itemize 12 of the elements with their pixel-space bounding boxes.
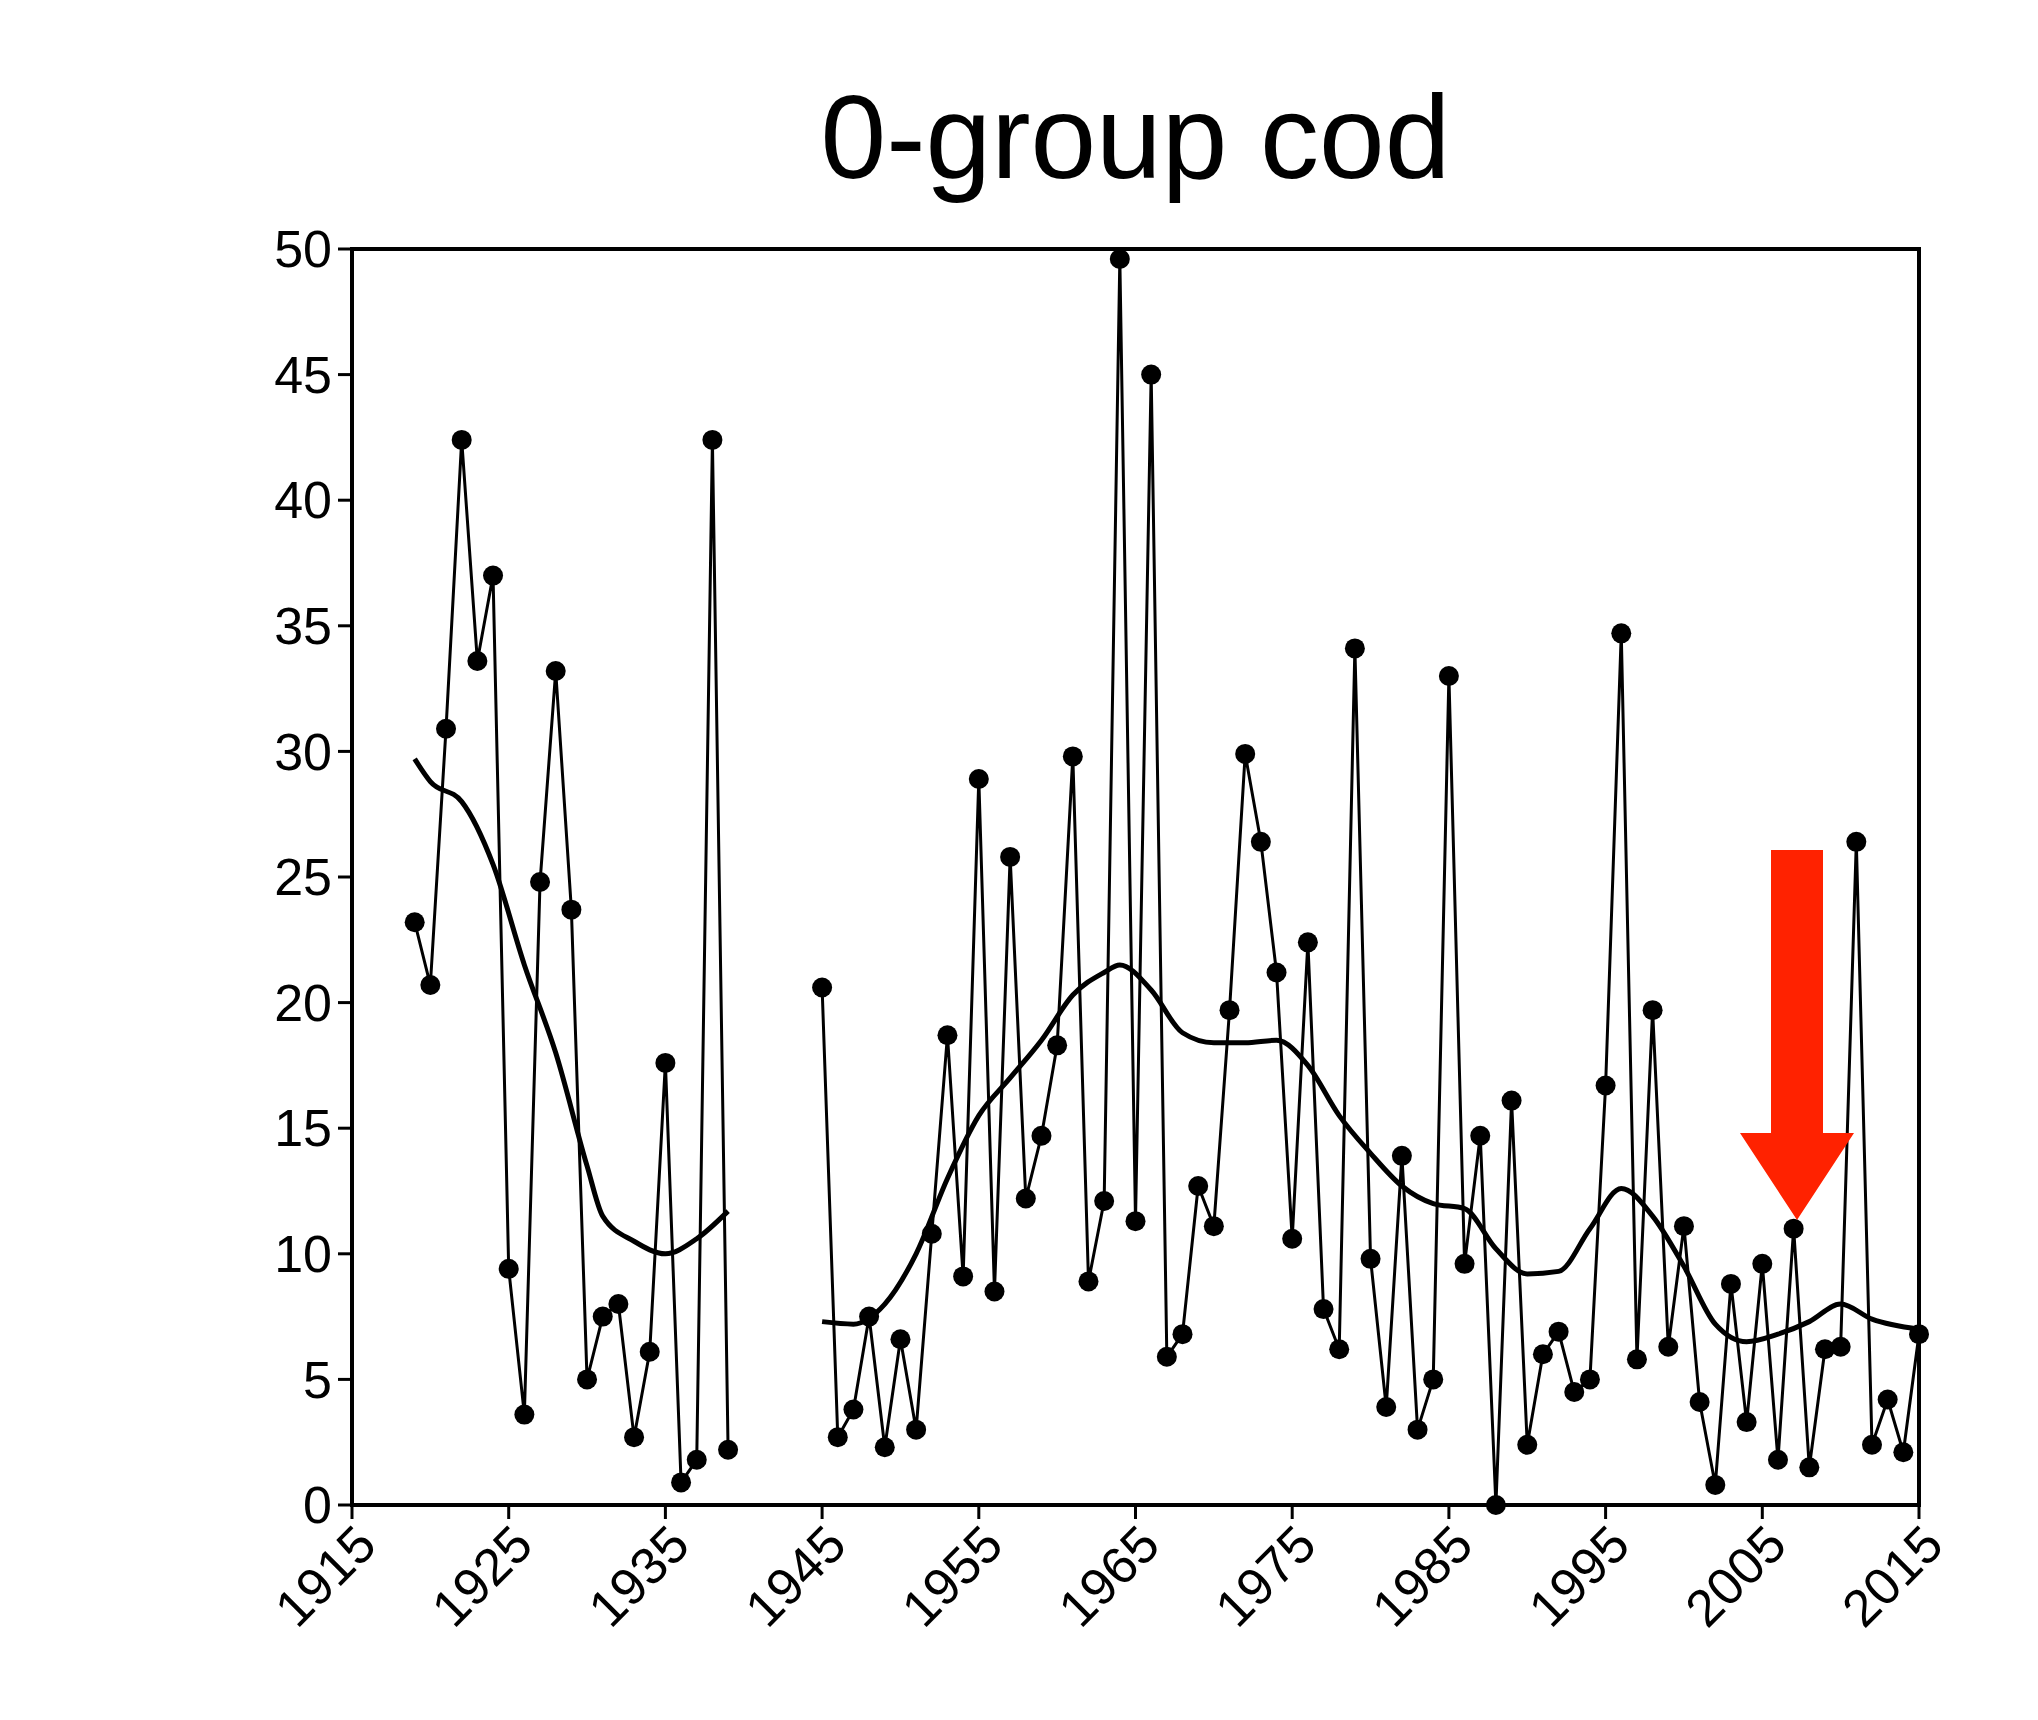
y-tick-label: 40	[274, 471, 332, 530]
y-tick-label: 10	[274, 1225, 332, 1283]
y-tick-label: 0	[303, 1476, 332, 1535]
y-tick-label: 5	[303, 1350, 332, 1409]
y-tick-label: 50	[274, 220, 332, 279]
y-tick-label: 15	[274, 1099, 332, 1158]
y-tick-label: 45	[274, 345, 332, 404]
y-tick-label: 30	[274, 722, 332, 781]
y-tick-label: 20	[274, 973, 332, 1032]
y-tick-label: 35	[274, 597, 332, 655]
y-tick-label: 25	[274, 848, 332, 907]
chart-title: 0-group cod	[820, 71, 1451, 203]
